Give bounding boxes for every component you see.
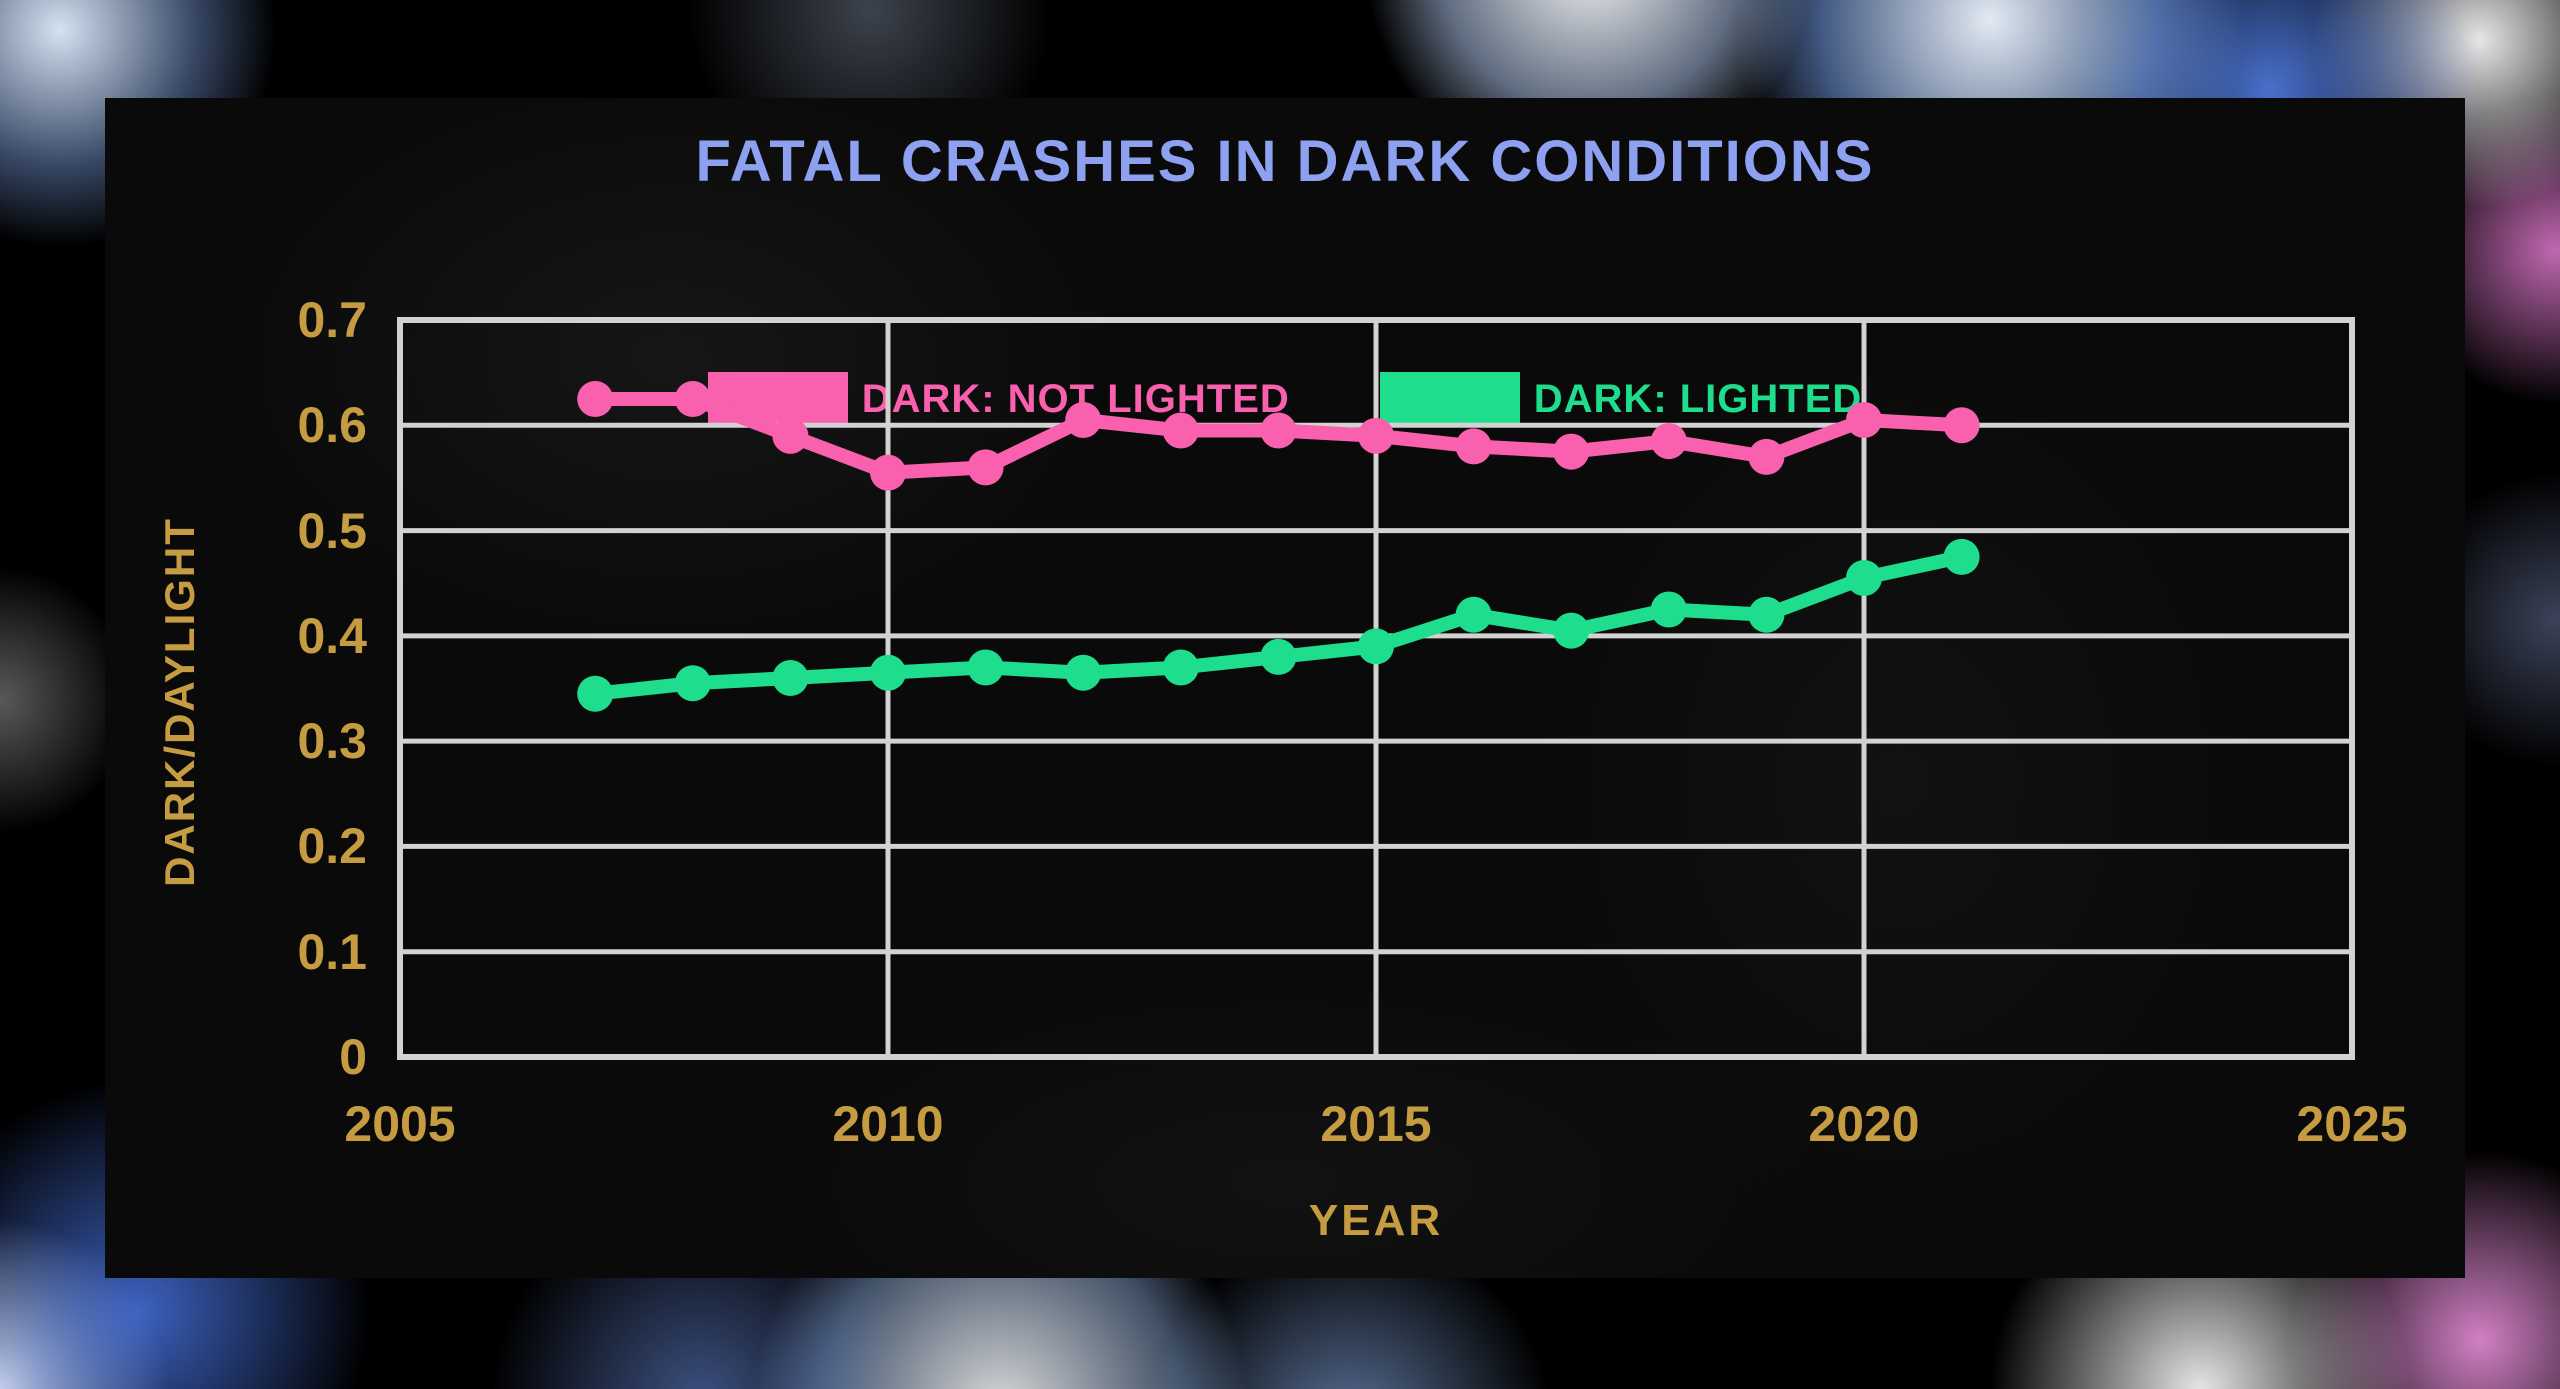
x-tick-label: 2020: [1808, 1096, 1920, 1152]
legend-swatch-dark-lighted: [1379, 372, 1520, 426]
x-tick-label: 2005: [344, 1096, 456, 1152]
data-point: [1748, 438, 1785, 475]
x-tick-label: 2010: [832, 1096, 944, 1152]
data-point: [1162, 649, 1199, 686]
data-point: [1943, 407, 1980, 444]
chart-panel: FATAL CRASHES IN DARK CONDITIONS DARK: N…: [105, 98, 2465, 1278]
x-axis-title: YEAR: [1308, 1196, 1444, 1245]
data-point: [674, 380, 711, 417]
x-tick-label: 2015: [1320, 1096, 1432, 1152]
chart-title: FATAL CRASHES IN DARK CONDITIONS: [695, 129, 1875, 194]
data-point: [772, 417, 809, 454]
y-tick-label: 0.2: [297, 818, 367, 875]
series-dark-lighted: [577, 538, 1980, 712]
data-point: [1260, 412, 1297, 449]
data-point: [1358, 628, 1394, 665]
data-point: [1846, 559, 1882, 596]
data-point: [1748, 596, 1785, 633]
legend-label-dark-lighted: DARK: LIGHTED: [1533, 376, 1863, 421]
chart-svg: [397, 317, 2355, 1060]
y-axis-title: DARK/DAYLIGHT: [156, 517, 203, 887]
data-point: [577, 675, 614, 712]
data-point: [1065, 654, 1102, 691]
series-dark-not-lighted: [577, 380, 1980, 491]
data-point: [870, 654, 906, 691]
data-point: [967, 449, 1004, 486]
data-point: [1846, 402, 1882, 439]
y-tick-label: 0.3: [297, 713, 367, 770]
y-tick-label: 0.1: [297, 923, 367, 980]
data-point: [1455, 428, 1492, 465]
y-tick-label: 0: [339, 1029, 367, 1085]
y-tick-label: 0.7: [297, 292, 367, 348]
data-point: [1358, 417, 1394, 454]
data-point: [577, 380, 614, 417]
y-tick-label: 0.4: [297, 607, 367, 664]
plot-area: [397, 317, 2355, 1060]
legend-item-dark-lighted: DARK: LIGHTED: [1379, 372, 1863, 426]
data-point: [967, 649, 1004, 686]
data-point: [1065, 402, 1102, 439]
data-point: [772, 659, 809, 696]
x-tick-label: 2025: [2296, 1096, 2408, 1152]
data-point: [1650, 591, 1687, 628]
data-point: [674, 665, 711, 702]
data-point: [870, 454, 906, 491]
data-point: [1650, 423, 1687, 460]
data-point: [1162, 412, 1199, 449]
data-point: [1943, 538, 1980, 575]
data-point: [1455, 596, 1492, 633]
data-point: [1553, 433, 1590, 470]
legend: DARK: NOT LIGHTED DARK: LIGHTED: [105, 372, 2465, 426]
y-tick-label: 0.5: [297, 502, 367, 559]
data-point: [1260, 638, 1297, 675]
data-point: [1553, 612, 1590, 649]
